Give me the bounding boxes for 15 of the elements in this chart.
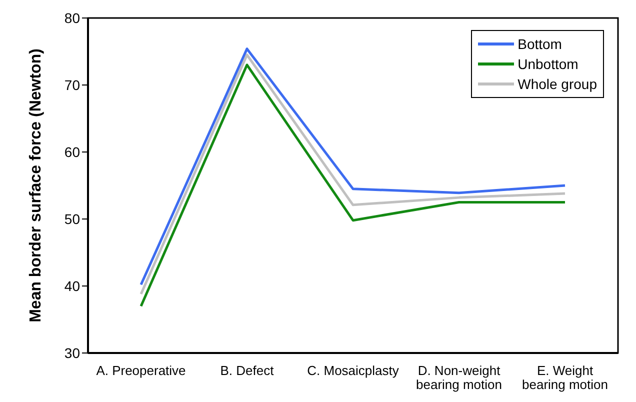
- y-tick-label: 50: [64, 210, 80, 227]
- y-tick-label: 40: [64, 278, 80, 294]
- y-tick-label: 80: [64, 10, 80, 26]
- legend-label: Bottom: [518, 35, 562, 54]
- legend-label: Whole group: [518, 75, 597, 94]
- y-axis-title: Mean border surface force (Newton): [28, 48, 45, 322]
- legend-label: Unbottom: [518, 55, 578, 74]
- y-tick-label: 70: [64, 76, 80, 93]
- x-tick-label: E. Weight bearing motion: [522, 363, 608, 392]
- x-tick-label: A. Preoperative: [96, 363, 186, 378]
- x-tick-label: B. Defect: [220, 363, 274, 378]
- x-tick-label: D. Non-weight bearing motion: [416, 363, 502, 392]
- y-tick-label: 60: [64, 144, 80, 160]
- y-tick-label: 30: [64, 344, 80, 361]
- x-tick-label: C. Mosaicplasty: [307, 363, 400, 378]
